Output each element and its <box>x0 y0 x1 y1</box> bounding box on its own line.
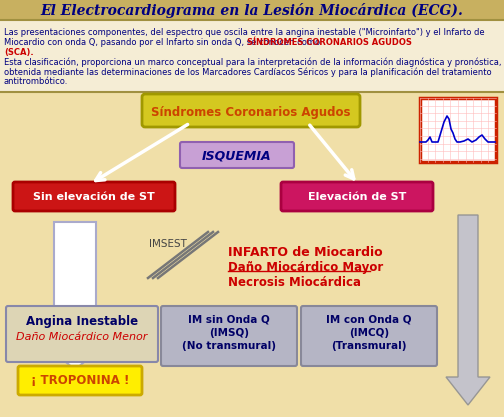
FancyBboxPatch shape <box>180 142 294 168</box>
Text: Daño Miocárdico Menor: Daño Miocárdico Menor <box>16 332 148 342</box>
Text: obtenida mediante las determinaciones de los Marcadores Cardíacos Séricos y para: obtenida mediante las determinaciones de… <box>4 67 491 77</box>
Text: (IMCQ): (IMCQ) <box>349 328 389 338</box>
FancyBboxPatch shape <box>6 306 158 362</box>
Text: antitrombótico.: antitrombótico. <box>4 77 69 86</box>
Text: Sin elevación de ST: Sin elevación de ST <box>33 192 155 202</box>
Text: (No transmural): (No transmural) <box>182 341 276 351</box>
Text: IM sin Onda Q: IM sin Onda Q <box>188 315 270 325</box>
Text: Daño Miocárdico Mayor: Daño Miocárdico Mayor <box>228 261 383 274</box>
Text: El Electrocardiograma en la Lesión Miocárdica (ECG).: El Electrocardiograma en la Lesión Miocá… <box>40 3 464 18</box>
Bar <box>420 98 496 162</box>
Text: (IMSQ): (IMSQ) <box>209 328 249 338</box>
Text: Elevación de ST: Elevación de ST <box>308 192 406 202</box>
FancyArrow shape <box>41 222 109 370</box>
Text: SÍNDROMES CORONARIOS AGUDOS: SÍNDROMES CORONARIOS AGUDOS <box>247 38 412 47</box>
Text: INFARTO de Miocardio: INFARTO de Miocardio <box>228 246 383 259</box>
FancyBboxPatch shape <box>161 306 297 366</box>
Text: IMSEST: IMSEST <box>149 239 187 249</box>
Text: Angina Inestable: Angina Inestable <box>26 316 138 329</box>
Text: IM con Onda Q: IM con Onda Q <box>326 315 412 325</box>
Text: Miocardio con onda Q, pasando por el Infarto sin onda Q, se conocen como: Miocardio con onda Q, pasando por el Inf… <box>4 38 323 47</box>
Text: ¡ TROPONINA !: ¡ TROPONINA ! <box>31 374 129 387</box>
Text: (SCA).: (SCA). <box>4 48 34 57</box>
Bar <box>0 0 504 20</box>
Text: Las presentaciones componentes, del espectro que oscila entre la angina inestabl: Las presentaciones componentes, del espe… <box>4 28 485 37</box>
FancyBboxPatch shape <box>281 182 433 211</box>
Text: Necrosis Miocárdica: Necrosis Miocárdica <box>228 276 361 289</box>
FancyBboxPatch shape <box>18 366 142 395</box>
Text: ISQUEMIA: ISQUEMIA <box>202 150 272 163</box>
FancyArrow shape <box>446 215 490 405</box>
FancyBboxPatch shape <box>13 182 175 211</box>
Bar <box>0 20 504 92</box>
FancyBboxPatch shape <box>301 306 437 366</box>
Text: (Transmural): (Transmural) <box>331 341 407 351</box>
FancyBboxPatch shape <box>142 94 360 127</box>
Text: Síndromes Coronarios Agudos: Síndromes Coronarios Agudos <box>151 106 351 118</box>
Text: Esta clasificación, proporciona un marco conceptual para la interpretación de la: Esta clasificación, proporciona un marco… <box>4 58 501 67</box>
